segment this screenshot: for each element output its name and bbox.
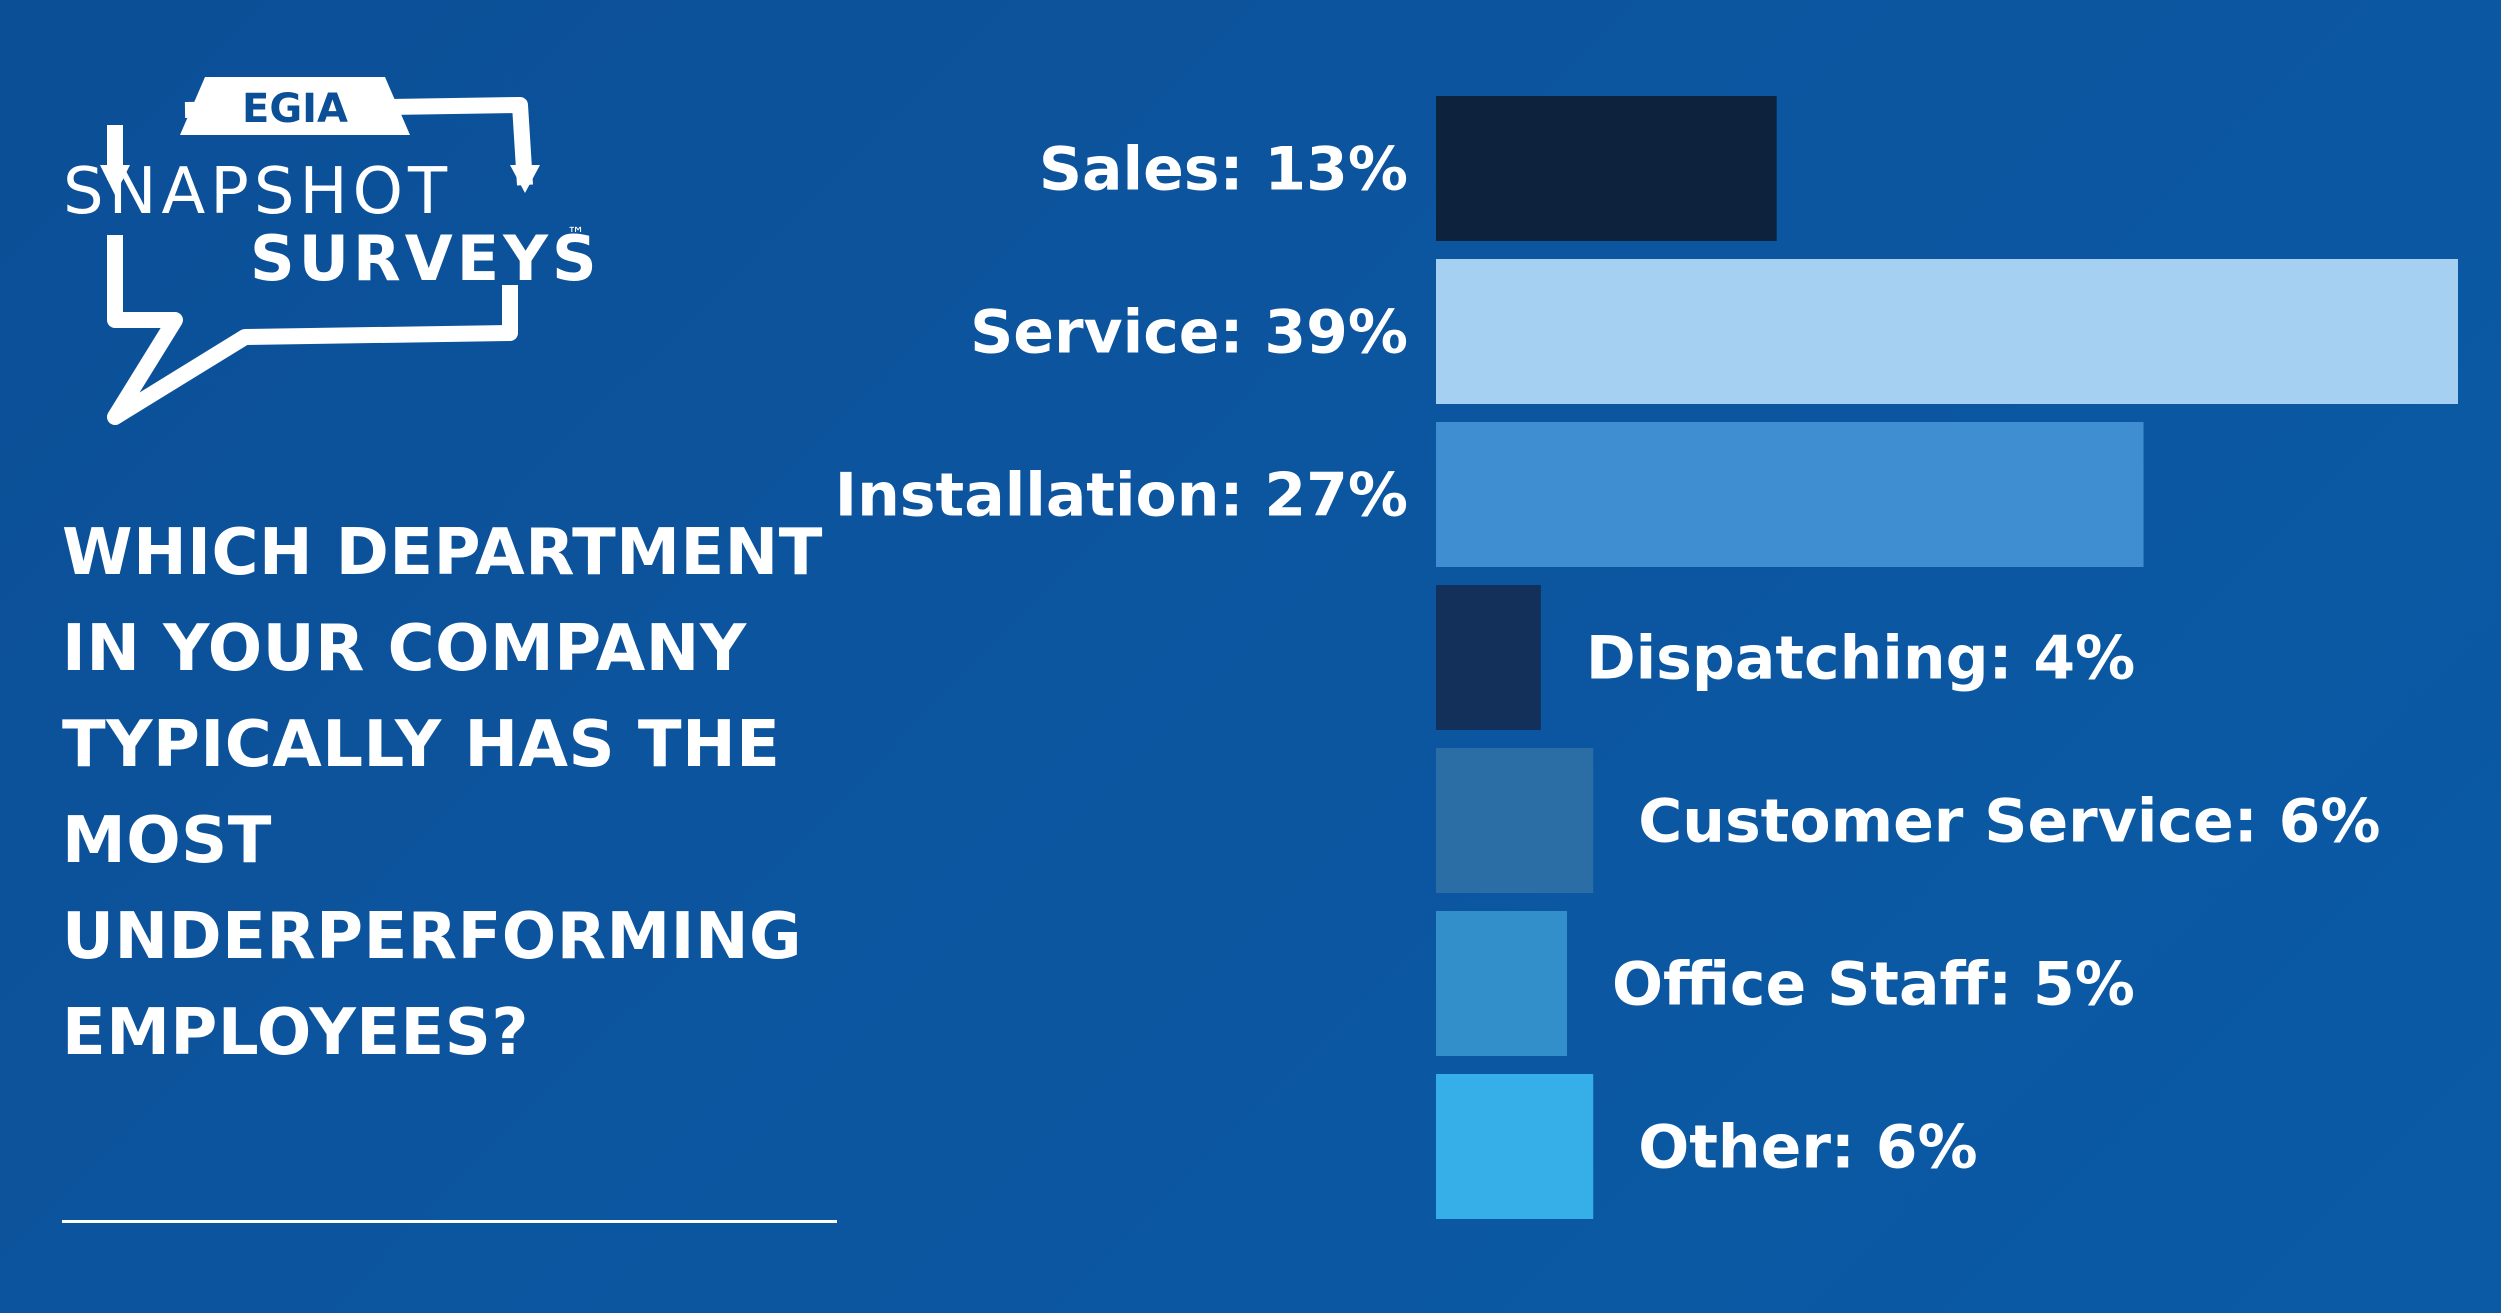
bar-customer-service [1436,748,1594,893]
bar-label-dispatching: Dispatching: 4% [1586,624,2135,694]
bar-dispatching [1436,585,1541,730]
bar-label-installation: Installation: 27% [835,461,1408,531]
egia-snapshot-surveys-logo: EGIA SNAPSHOT SURVEYS ™ [55,65,615,425]
logo-brand: EGIA [242,86,348,132]
bar-label-service: Service: 39% [970,298,1408,368]
logo-line2: SURVEYS [250,222,601,295]
bar-other [1436,1074,1594,1219]
logo-trademark: ™ [567,224,585,245]
bar-label-office-staff: Office Staff: 5% [1612,950,2135,1020]
bar-label-sales: Sales: 13% [1039,135,1408,205]
bar-label-other: Other: 6% [1638,1113,1977,1183]
bar-label-customer-service: Customer Service: 6% [1638,787,2380,857]
speech-bubble-icon: EGIA SNAPSHOT SURVEYS ™ [63,77,601,425]
bar-sales [1436,96,1777,241]
survey-question: WHICH DEPARTMENT IN YOUR COMPANY TYPICAL… [62,516,823,1070]
bar-installation [1436,422,2144,567]
bar-office-staff [1436,911,1568,1056]
divider-line [62,1220,837,1223]
logo-line1: SNAPSHOT [63,155,452,229]
bar-service [1436,259,2458,404]
